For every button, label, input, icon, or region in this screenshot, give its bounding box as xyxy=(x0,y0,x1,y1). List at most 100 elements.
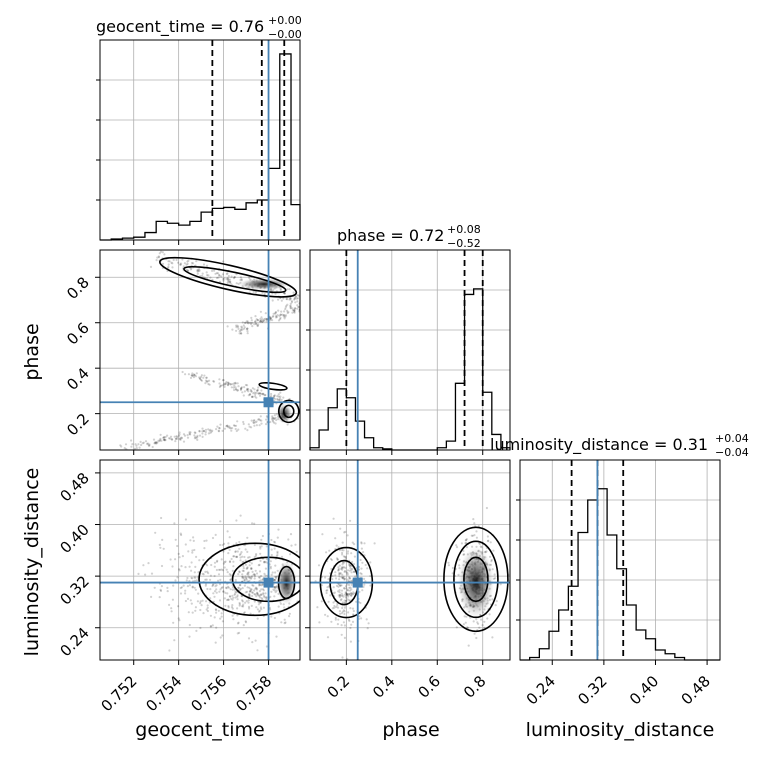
phase-vs-geocent_time-sample-point xyxy=(269,317,272,320)
phase-vs-geocent_time-sample-point xyxy=(296,300,299,303)
phase-vs-geocent_time-sample-point xyxy=(242,324,245,327)
luminosity_distance-vs-geocent_time-sample-point xyxy=(199,626,202,630)
luminosity_distance-vs-geocent_time-sample-point xyxy=(187,611,190,614)
phase-vs-geocent_time-sample-point xyxy=(175,437,178,440)
phase-vs-geocent_time-sample-point xyxy=(278,398,281,401)
phase-vs-geocent_time-sample-point xyxy=(180,436,183,439)
luminosity_distance-vs-phase-sample-point xyxy=(347,611,350,614)
svg-text:phase = 0.72: phase = 0.72 xyxy=(337,226,444,245)
luminosity_distance-vs-phase-sample-point xyxy=(325,589,328,592)
phase-vs-geocent_time-sample-point xyxy=(189,268,192,271)
phase-vs-geocent_time-sample-point xyxy=(155,442,158,445)
luminosity_distance-vs-geocent_time-sample-point xyxy=(255,588,258,591)
luminosity_distance-vs-phase-sample-point xyxy=(335,544,338,547)
luminosity_distance-vs-geocent_time-sample-point xyxy=(228,560,232,563)
luminosity_distance-vs-geocent_time-sample-point xyxy=(207,572,210,575)
luminosity_distance-vs-geocent_time-sample-point xyxy=(237,586,240,589)
luminosity_distance-vs-geocent_time-sample-point xyxy=(213,565,216,568)
luminosity_distance-vs-phase-sample-point xyxy=(345,592,348,595)
phase-vs-geocent_time-sample-point xyxy=(254,315,257,318)
luminosity_distance-vs-geocent_time-sample-point xyxy=(251,584,254,587)
luminosity_distance-vs-phase-sample-point xyxy=(488,555,492,558)
luminosity_distance-vs-phase-sample-point xyxy=(462,553,465,556)
luminosity_distance-vs-phase-sample-point xyxy=(350,592,353,595)
phase-vs-geocent_time-sample-point xyxy=(296,294,299,297)
luminosity_distance-vs-phase-sample-point xyxy=(338,564,341,567)
phase-vs-geocent_time-contour-3 xyxy=(277,399,300,424)
phase-vs-geocent_time-sample-point xyxy=(187,373,190,376)
luminosity_distance-vs-phase-sample-point xyxy=(473,632,476,635)
luminosity_distance-vs-geocent_time-sample-point xyxy=(253,589,256,592)
phase-vs-geocent_time-sample-point xyxy=(251,325,254,328)
phase-vs-geocent_time-sample-point xyxy=(186,262,189,265)
luminosity_distance-vs-geocent_time-sample-point xyxy=(214,585,217,588)
luminosity_distance-vs-geocent_time-sample-point xyxy=(221,586,224,589)
luminosity_distance-vs-geocent_time-sample-point xyxy=(280,621,283,624)
luminosity_distance-vs-geocent_time-sample-point xyxy=(258,570,262,573)
luminosity_distance-vs-geocent_time-sample-point xyxy=(249,612,252,615)
phase-vs-geocent_time-sample-point xyxy=(196,268,199,271)
luminosity_distance-vs-geocent_time-sample-point xyxy=(244,563,247,566)
luminosity_distance-vs-phase-sample-point xyxy=(340,633,343,636)
phase-vs-geocent_time-sample-point xyxy=(198,434,202,437)
luminosity_distance-vs-phase-sample-point xyxy=(342,595,345,598)
luminosity_distance-vs-geocent_time-sample-point xyxy=(250,562,253,565)
phase-vs-geocent_time-sample-point xyxy=(240,278,243,281)
luminosity_distance-vs-phase-sample-point xyxy=(351,593,354,596)
phase-vs-geocent_time-sample-point xyxy=(226,424,229,427)
luminosity_distance-vs-geocent_time-sample-point xyxy=(304,589,306,591)
phase-vs-geocent_time-sample-point xyxy=(279,391,282,394)
luminosity_distance-vs-phase-sample-point xyxy=(345,599,348,603)
phase-vs-geocent_time-sample-point xyxy=(289,297,292,300)
phase-vs-geocent_time-sample-point xyxy=(235,388,238,391)
phase-vs-geocent_time-sample-point xyxy=(269,420,272,424)
y-axis-label-phase: phase xyxy=(21,323,43,380)
y-tick-label-phase-1: 0.4 xyxy=(63,364,93,394)
phase-vs-geocent_time-sample-point xyxy=(255,322,258,325)
phase-vs-geocent_time-sample-point xyxy=(195,437,198,440)
luminosity_distance-vs-phase-sample-point xyxy=(340,594,343,598)
title-luminosity-distance: luminosity_distance = 0.31 +0.04 −0.04 xyxy=(490,432,749,459)
luminosity_distance-vs-phase-sample-point xyxy=(346,578,349,581)
luminosity_distance-vs-geocent_time-sample-point xyxy=(235,542,238,545)
phase-vs-geocent_time-sample-point xyxy=(272,417,275,420)
phase-vs-geocent_time-sample-point xyxy=(159,437,162,440)
luminosity_distance-vs-geocent_time-sample-point xyxy=(270,538,273,542)
phase-vs-geocent_time-sample-point xyxy=(259,320,262,323)
luminosity_distance-vs-geocent_time-sample-point xyxy=(204,584,207,587)
phase-vs-geocent_time-sample-point xyxy=(270,392,273,396)
luminosity_distance-vs-geocent_time-sample-point xyxy=(234,555,237,558)
luminosity_distance-vs-phase-sample-point xyxy=(318,621,321,624)
phase-vs-geocent_time-sample-point xyxy=(269,319,272,322)
phase-vs-geocent_time-sample-point xyxy=(276,395,279,398)
phase-vs-geocent_time-sample-point xyxy=(262,319,265,322)
luminosity_distance-vs-geocent_time-sample-point xyxy=(289,553,292,556)
luminosity_distance-vs-phase-sample-point xyxy=(344,566,347,570)
luminosity_distance-vs-phase-sample-point xyxy=(349,519,352,522)
luminosity_distance-vs-phase-samples xyxy=(314,506,510,660)
luminosity_distance-vs-phase-sample-point xyxy=(330,558,333,562)
phase-vs-geocent_time-sample-point xyxy=(229,427,232,430)
phase-vs-geocent_time-sample-point xyxy=(293,298,296,301)
luminosity_distance-vs-phase-sample-point xyxy=(338,589,341,592)
phase-vs-geocent_time-sample-point xyxy=(170,438,174,441)
luminosity_distance-vs-phase-sample-point xyxy=(347,618,350,621)
luminosity_distance-vs-geocent_time-sample-point xyxy=(223,542,226,546)
luminosity_distance-vs-phase-sample-point xyxy=(334,618,337,621)
x-tick-labels-geocent-time: 0.752 0.754 0.756 0.758 xyxy=(97,672,275,715)
phase-vs-geocent_time-sample-point xyxy=(243,321,247,324)
title-phase: phase = 0.72 +0.08 −0.52 xyxy=(337,223,481,250)
luminosity_distance-vs-geocent_time-sample-point xyxy=(242,567,245,570)
phase-vs-geocent_time-contour-2 xyxy=(258,382,288,391)
luminosity_distance-vs-phase-sample-point xyxy=(317,564,321,567)
luminosity_distance-vs-phase-sample-point xyxy=(485,506,488,510)
phase-vs-geocent_time-sample-point xyxy=(286,423,289,426)
luminosity_distance-vs-geocent_time-sample-point xyxy=(243,579,246,582)
luminosity_distance-vs-geocent_time-sample-point xyxy=(255,606,258,609)
phase-vs-geocent_time-sample-point xyxy=(191,374,194,377)
x-tick-label-geocent_time-3: 0.758 xyxy=(232,672,275,715)
luminosity_distance-vs-geocent_time-sample-point xyxy=(261,598,264,601)
luminosity_distance-vs-geocent_time-sample-point xyxy=(260,608,263,611)
luminosity_distance-vs-phase-sample-point xyxy=(350,592,353,595)
phase-vs-geocent_time-sample-point xyxy=(217,272,220,275)
